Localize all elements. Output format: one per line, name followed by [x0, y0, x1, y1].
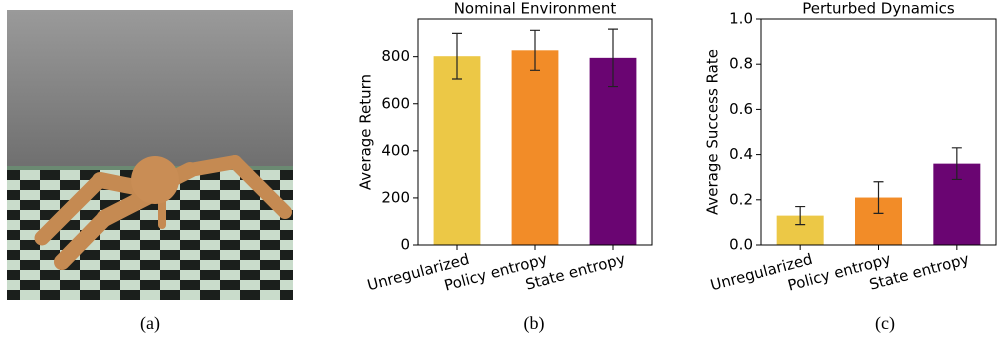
y-tick-label: 800 — [381, 47, 410, 65]
y-tick-label: 1.0 — [729, 10, 753, 28]
y-tick-label: 0.2 — [729, 190, 753, 208]
caption: (b) — [524, 313, 545, 334]
axes-frame — [417, 18, 653, 246]
error-bar — [951, 147, 962, 181]
caption: (a) — [140, 313, 160, 334]
y-axis-label: Average Success Rate — [704, 49, 722, 215]
y-tick-label: 0.4 — [729, 145, 753, 163]
y-axis-label: Average Return — [357, 74, 375, 190]
ant-render — [7, 10, 293, 300]
error-bar — [530, 29, 540, 71]
error-bar — [795, 205, 806, 226]
bar — [433, 56, 481, 246]
error-bar — [873, 181, 884, 214]
y-tick-label: 0.8 — [729, 55, 753, 73]
caption: (c) — [875, 313, 895, 334]
chart-title: Nominal Environment — [454, 0, 617, 18]
y-tick-label: 0.6 — [729, 100, 753, 118]
y-tick-label: 400 — [381, 141, 410, 159]
chart-title: Perturbed Dynamics — [802, 0, 955, 18]
axes-frame — [760, 18, 997, 246]
y-tick-label: 0 — [400, 236, 410, 254]
bar — [589, 57, 637, 245]
y-tick-label: 0.0 — [729, 236, 753, 254]
bar — [511, 50, 559, 245]
error-bar — [608, 28, 618, 88]
y-tick-label: 600 — [381, 94, 410, 112]
error-bar — [452, 32, 462, 80]
y-tick-label: 200 — [381, 188, 410, 206]
